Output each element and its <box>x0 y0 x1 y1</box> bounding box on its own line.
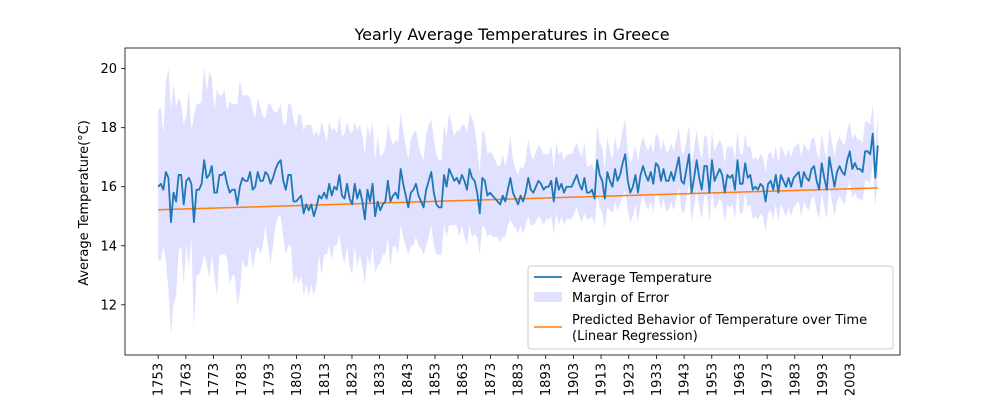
x-tick-label: 1983 <box>788 363 803 396</box>
legend-label-regression: Predicted Behavior of Temperature over T… <box>572 313 867 344</box>
x-tick-label: 1753 <box>152 363 167 396</box>
x-tick-label: 1813 <box>318 363 333 396</box>
x-tick-label: 1953 <box>705 363 720 396</box>
x-tick-label: 1993 <box>816 363 831 396</box>
y-tick-label: 16 <box>100 180 117 195</box>
y-axis: 12 14 16 18 20 <box>100 62 125 313</box>
x-tick-label: 1903 <box>567 363 582 396</box>
x-tick-label: 1923 <box>622 363 637 396</box>
x-tick-label: 1873 <box>484 363 499 396</box>
x-tick-label: 1783 <box>235 363 250 396</box>
x-tick-label: 2003 <box>844 363 859 396</box>
legend-label-margin: Margin of Error <box>572 291 670 306</box>
chart-title: Yearly Average Temperatures in Greece <box>353 25 669 44</box>
x-tick-label: 1863 <box>456 363 471 396</box>
regression-line <box>158 187 878 211</box>
legend: Average Temperature Margin of Error Predic… <box>527 265 894 350</box>
x-tick-label: 1803 <box>290 363 305 396</box>
x-tick-label: 1773 <box>207 363 222 396</box>
x-tick-label: 1913 <box>595 363 610 396</box>
x-tick-label: 1793 <box>262 363 277 396</box>
x-axis: 1753 1763 1773 1783 1793 1803 1813 1823 1833 1843… <box>152 355 859 396</box>
y-tick-label: 12 <box>100 298 117 313</box>
x-tick-label: 1853 <box>429 363 444 396</box>
margin-band-group <box>158 65 878 335</box>
legend-box <box>527 265 894 350</box>
legend-label-temperature: Average Temperature <box>572 271 712 286</box>
x-tick-label: 1973 <box>761 363 776 396</box>
x-tick-label: 1943 <box>678 363 693 396</box>
x-tick-label: 1883 <box>512 363 527 396</box>
legend-swatch-margin <box>534 292 562 302</box>
y-axis-title: Average Temperature(°C) <box>77 120 92 286</box>
x-tick-label: 1833 <box>373 363 388 396</box>
y-tick-label: 20 <box>100 62 117 77</box>
x-tick-label: 1893 <box>539 363 554 396</box>
x-tick-label: 1843 <box>401 363 416 396</box>
x-tick-label: 1933 <box>650 363 665 396</box>
average-temperature-line <box>157 132 879 224</box>
plot-frame <box>124 47 901 356</box>
x-tick-label: 1823 <box>345 363 360 396</box>
y-tick-label: 14 <box>100 239 117 254</box>
series-lines-group <box>157 132 879 224</box>
x-tick-label: 1763 <box>179 363 194 396</box>
y-tick-label: 18 <box>100 121 117 136</box>
x-tick-label: 1963 <box>733 363 748 396</box>
margin-of-error-band <box>158 65 878 335</box>
